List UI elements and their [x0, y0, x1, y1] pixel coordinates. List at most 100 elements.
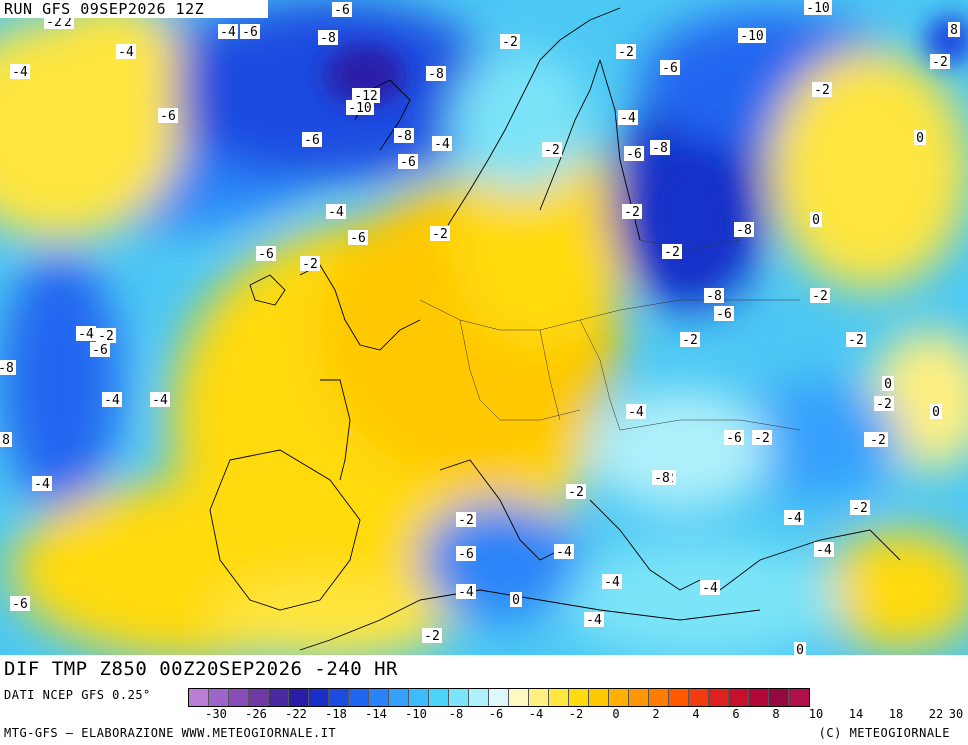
- svg-text:-6: -6: [242, 25, 258, 40]
- colorbar-cell: [329, 689, 349, 706]
- svg-text:-6: -6: [258, 247, 274, 262]
- contour-label: -6: [348, 230, 368, 246]
- contour-label: -4: [814, 542, 834, 558]
- contour-label: -6: [714, 306, 734, 322]
- svg-text:-2: -2: [932, 55, 948, 70]
- contour-label: -2: [96, 328, 116, 344]
- contour-label: -8: [318, 30, 338, 46]
- run-title: RUN GFS 09SEP2026 12Z: [0, 0, 268, 18]
- contour-label: -6: [398, 154, 418, 170]
- contour-label: -2: [542, 142, 562, 158]
- svg-text:-4: -4: [620, 111, 636, 126]
- contour-label: -8: [426, 66, 446, 82]
- contour-label: -6: [456, 546, 476, 562]
- svg-text:-2: -2: [624, 205, 640, 220]
- svg-text:-8: -8: [654, 471, 670, 486]
- colorbar-cell: [489, 689, 509, 706]
- svg-text:-4: -4: [702, 581, 718, 596]
- contour-label: -2: [930, 54, 950, 70]
- contour-label: -2: [850, 500, 870, 516]
- british-isles-coast: [299, 264, 421, 351]
- coastlines: [209, 7, 901, 651]
- contour-label: 8: [0, 432, 12, 448]
- colorbar-cell: [789, 689, 809, 706]
- colorbar-tick-label: -10: [405, 707, 427, 721]
- colorbar: [188, 688, 810, 707]
- svg-text:8: 8: [950, 23, 958, 38]
- contour-label: -10: [804, 0, 832, 16]
- svg-text:-6: -6: [716, 307, 732, 322]
- svg-text:-4: -4: [628, 405, 644, 420]
- contour-label: -4: [326, 204, 346, 220]
- contour-label: -4: [784, 510, 804, 526]
- svg-text:-4: -4: [152, 393, 168, 408]
- colorbar-cell: [509, 689, 529, 706]
- svg-text:0: 0: [916, 131, 924, 146]
- svg-text:-6: -6: [458, 547, 474, 562]
- svg-text:-4: -4: [586, 613, 602, 628]
- colorbar-tick-label: -4: [528, 707, 544, 721]
- svg-text:-6: -6: [334, 3, 350, 18]
- footer: DATI NCEP GFS 0.25° -30 -26 -22 -18 -14 -10 -8…: [0, 683, 968, 745]
- svg-text:-2: -2: [544, 143, 560, 158]
- contour-label: -4: [102, 392, 122, 408]
- svg-text:-8: -8: [320, 31, 336, 46]
- contour-label: -4: [76, 326, 96, 342]
- colorbar-cell: [249, 689, 269, 706]
- contour-label: -4: [116, 44, 136, 60]
- colorbar-cell: [369, 689, 389, 706]
- borders: [419, 239, 801, 431]
- contour-label: -8: [394, 128, 414, 144]
- contour-label: 0: [930, 404, 942, 420]
- contour-label: -4: [554, 544, 574, 560]
- contour-label: -6: [660, 60, 680, 76]
- svg-text:-2: -2: [848, 333, 864, 348]
- svg-text:-8: -8: [706, 289, 722, 304]
- ireland-coast: [249, 274, 286, 306]
- contour-label: -2: [846, 332, 866, 348]
- svg-text:-10: -10: [348, 101, 371, 116]
- svg-text:-2: -2: [568, 485, 584, 500]
- colorbar-cell: [289, 689, 309, 706]
- svg-text:-6: -6: [726, 431, 742, 446]
- colorbar-cell: [649, 689, 669, 706]
- svg-text:-4: -4: [328, 205, 344, 220]
- svg-text:-6: -6: [12, 597, 28, 612]
- svg-text:-2: -2: [618, 45, 634, 60]
- contour-label: -2: [662, 244, 682, 260]
- contour-label: -2: [752, 430, 772, 446]
- colorbar-tick-label: -18: [325, 707, 347, 721]
- svg-text:-8: -8: [736, 223, 752, 238]
- colorbar-cell: [429, 689, 449, 706]
- contour-label: -2: [422, 628, 442, 644]
- contour-label: -6: [240, 24, 260, 40]
- svg-text:-2: -2: [876, 397, 892, 412]
- iberia-coast: [209, 449, 361, 611]
- svg-text:-2: -2: [664, 245, 680, 260]
- colorbar-tick-label: 18: [888, 707, 904, 721]
- svg-text:-6: -6: [350, 231, 366, 246]
- italy-coast: [439, 459, 561, 561]
- svg-text:-2: -2: [432, 227, 448, 242]
- svg-text:-2: -2: [870, 433, 886, 448]
- colorbar-cell: [669, 689, 689, 706]
- svg-text:-2: -2: [814, 83, 830, 98]
- contour-label: -4: [10, 64, 30, 80]
- contour-label: -2: [680, 332, 700, 348]
- contour-label: -2: [812, 82, 832, 98]
- contour-label: -4: [150, 392, 170, 408]
- colorbar-tick-label: -6: [488, 707, 504, 721]
- colorbar-cell: [209, 689, 229, 706]
- contour-label: -2: [616, 44, 636, 60]
- contour-label: 8: [948, 22, 960, 38]
- colorbar-tick-label: -26: [245, 707, 267, 721]
- colorbar-cell: [609, 689, 629, 706]
- svg-text:-4: -4: [786, 511, 802, 526]
- svg-text:0: 0: [884, 377, 892, 392]
- contour-label: -6: [332, 2, 352, 18]
- colorbar-cell: [549, 689, 569, 706]
- colorbar-ticks: -30 -26 -22 -18 -14 -10 -8 -6 -4 -2 0 2 4 6 8 10 14 18 22 3…: [0, 707, 968, 723]
- contour-label: -6: [90, 342, 110, 358]
- svg-text:-2: -2: [682, 333, 698, 348]
- contour-label: -10: [346, 100, 374, 116]
